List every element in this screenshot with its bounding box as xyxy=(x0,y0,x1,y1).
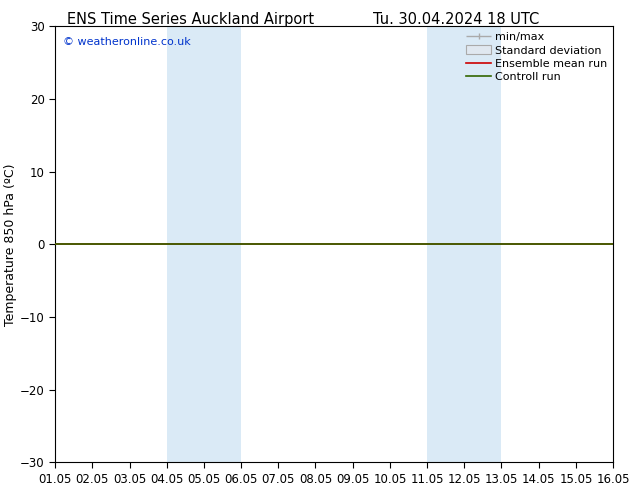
Y-axis label: Temperature 850 hPa (ºC): Temperature 850 hPa (ºC) xyxy=(4,163,17,326)
Text: Tu. 30.04.2024 18 UTC: Tu. 30.04.2024 18 UTC xyxy=(373,12,540,27)
Bar xyxy=(427,26,501,463)
Text: © weatheronline.co.uk: © weatheronline.co.uk xyxy=(63,37,191,47)
Text: ENS Time Series Auckland Airport: ENS Time Series Auckland Airport xyxy=(67,12,314,27)
Legend: min/max, Standard deviation, Ensemble mean run, Controll run: min/max, Standard deviation, Ensemble me… xyxy=(464,30,610,84)
Bar xyxy=(167,26,241,463)
